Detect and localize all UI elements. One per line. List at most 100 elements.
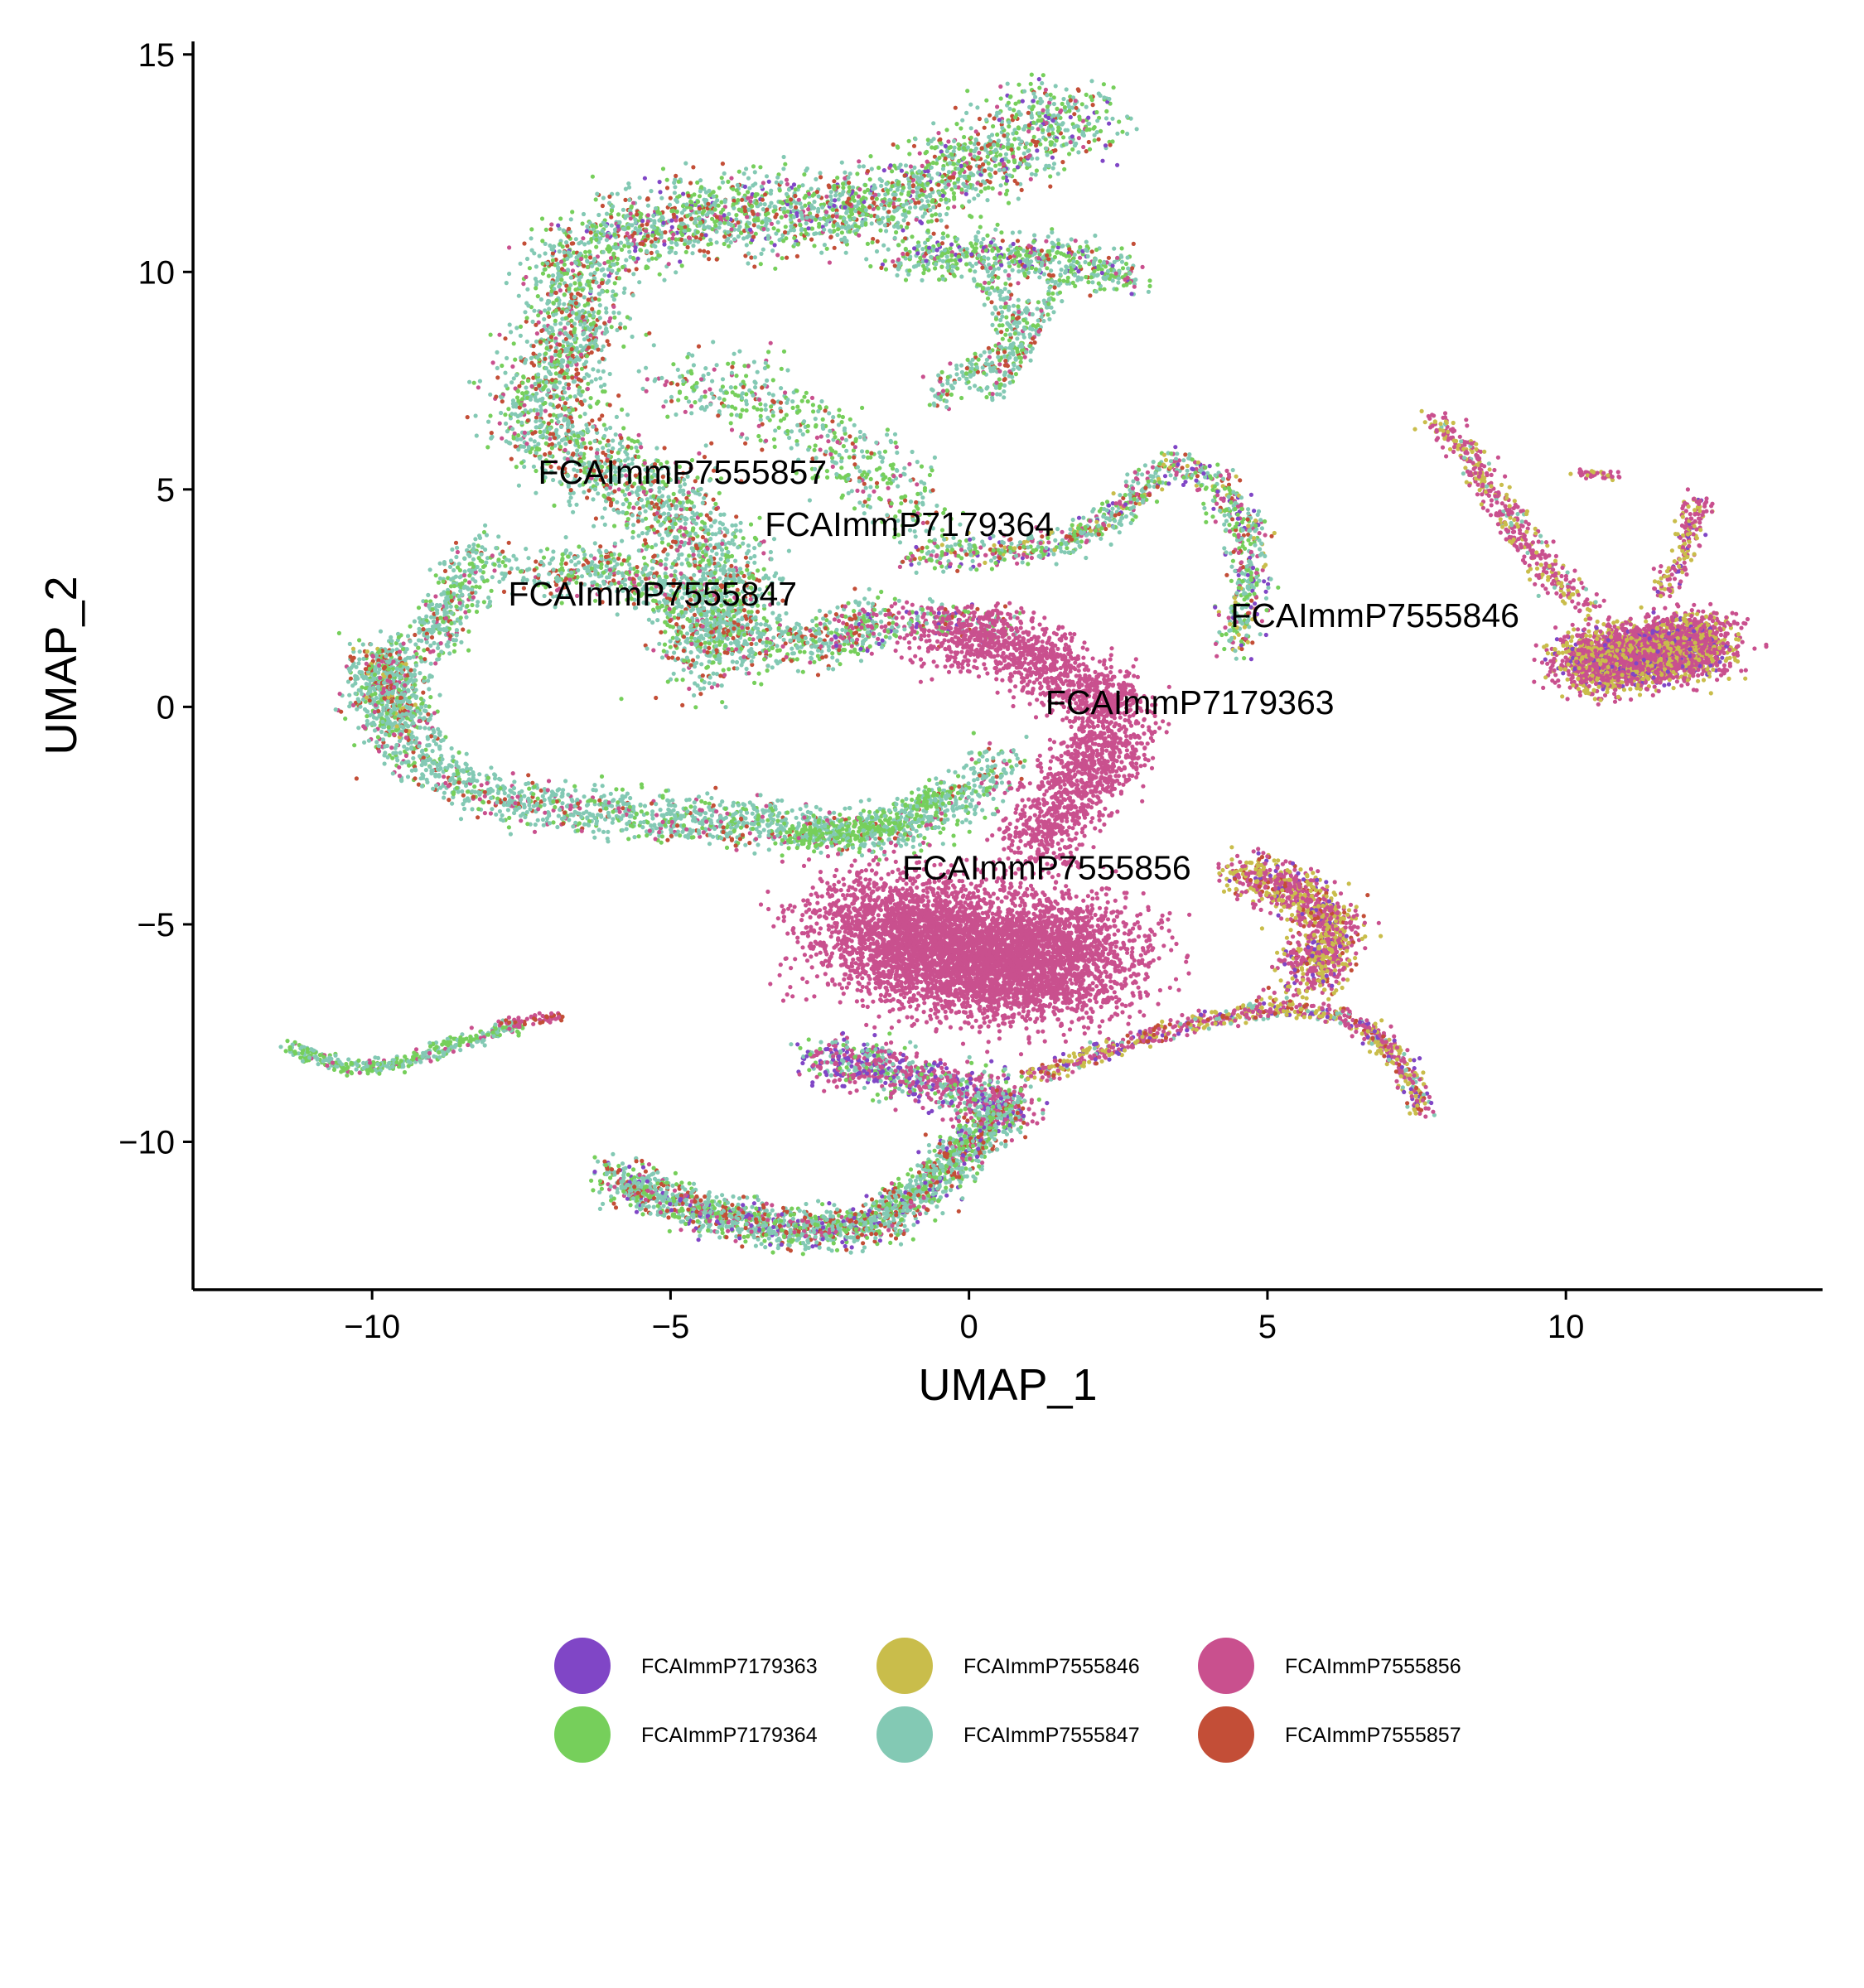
data-point <box>852 216 857 221</box>
data-point <box>918 219 923 224</box>
data-point <box>825 219 830 224</box>
data-point <box>1051 95 1056 100</box>
data-point <box>929 186 934 192</box>
data-point <box>587 249 592 254</box>
data-point <box>649 189 654 194</box>
data-point <box>758 165 763 170</box>
data-point <box>1067 253 1072 258</box>
data-point <box>1129 292 1134 297</box>
data-point <box>741 541 746 546</box>
data-point <box>1018 246 1023 251</box>
data-point <box>594 401 600 406</box>
data-point <box>748 556 753 561</box>
data-point <box>726 179 731 184</box>
data-point <box>869 221 874 226</box>
data-point <box>1035 306 1040 311</box>
data-point <box>711 194 716 199</box>
data-point <box>748 522 754 527</box>
data-point <box>945 381 950 386</box>
data-point <box>680 232 685 238</box>
data-point <box>852 198 857 203</box>
data-point <box>474 433 479 438</box>
data-point <box>1048 123 1054 128</box>
data-point <box>800 183 805 188</box>
data-point <box>1070 280 1075 285</box>
data-point <box>997 191 1002 196</box>
data-point <box>814 176 819 181</box>
data-point <box>944 197 949 202</box>
data-point <box>963 371 968 376</box>
data-point <box>931 231 936 236</box>
data-point <box>968 241 973 246</box>
data-point <box>988 150 993 155</box>
data-point <box>964 262 969 267</box>
data-point <box>1033 143 1039 148</box>
data-point <box>672 191 678 195</box>
data-point <box>959 395 964 401</box>
data-point <box>913 200 918 205</box>
data-point <box>948 161 953 166</box>
data-point <box>604 238 610 243</box>
data-point <box>995 132 1000 138</box>
data-point <box>1059 251 1064 256</box>
data-point <box>1003 359 1008 364</box>
data-point <box>973 384 978 388</box>
data-point <box>1041 108 1045 113</box>
data-point <box>718 210 724 215</box>
data-point <box>598 376 603 381</box>
data-point <box>693 235 699 240</box>
data-point <box>890 184 895 189</box>
data-point <box>543 374 548 379</box>
data-point <box>546 388 551 393</box>
data-point <box>691 165 696 170</box>
data-point <box>978 189 983 194</box>
data-point <box>828 190 833 195</box>
data-point <box>959 126 963 131</box>
data-point <box>857 164 862 169</box>
data-point <box>1125 131 1130 137</box>
data-point <box>990 186 995 191</box>
data-point <box>976 155 981 160</box>
data-point <box>688 205 693 210</box>
data-point <box>543 251 548 256</box>
data-point <box>500 399 505 404</box>
data-point <box>1093 233 1098 239</box>
data-point <box>1084 274 1089 280</box>
data-point <box>1068 98 1073 103</box>
data-point <box>698 189 703 194</box>
data-point <box>698 220 703 225</box>
data-point <box>960 118 965 123</box>
data-point <box>538 404 543 409</box>
data-point <box>752 255 758 260</box>
data-point <box>726 229 731 234</box>
data-point <box>727 567 732 572</box>
data-point <box>843 205 847 210</box>
data-point <box>635 256 640 261</box>
data-point <box>641 504 646 509</box>
data-point <box>936 243 941 248</box>
data-point <box>562 262 567 267</box>
data-point <box>1071 259 1076 264</box>
data-point <box>976 229 981 235</box>
data-point <box>949 187 954 192</box>
data-point <box>1036 256 1041 261</box>
data-point <box>756 671 761 676</box>
data-point <box>752 680 757 686</box>
data-point <box>753 194 758 199</box>
data-point <box>914 217 919 222</box>
data-point <box>845 209 850 214</box>
data-point <box>997 392 1002 397</box>
data-point <box>627 234 632 239</box>
data-point <box>550 251 556 256</box>
data-point <box>715 198 720 203</box>
data-point <box>1037 268 1042 274</box>
data-point <box>966 185 971 190</box>
data-point <box>883 192 888 197</box>
data-point <box>1076 88 1081 93</box>
data-point <box>645 197 650 202</box>
data-point <box>512 431 517 437</box>
data-point <box>956 176 961 182</box>
data-point <box>722 171 727 176</box>
data-point <box>996 248 1001 253</box>
data-point <box>774 212 779 217</box>
